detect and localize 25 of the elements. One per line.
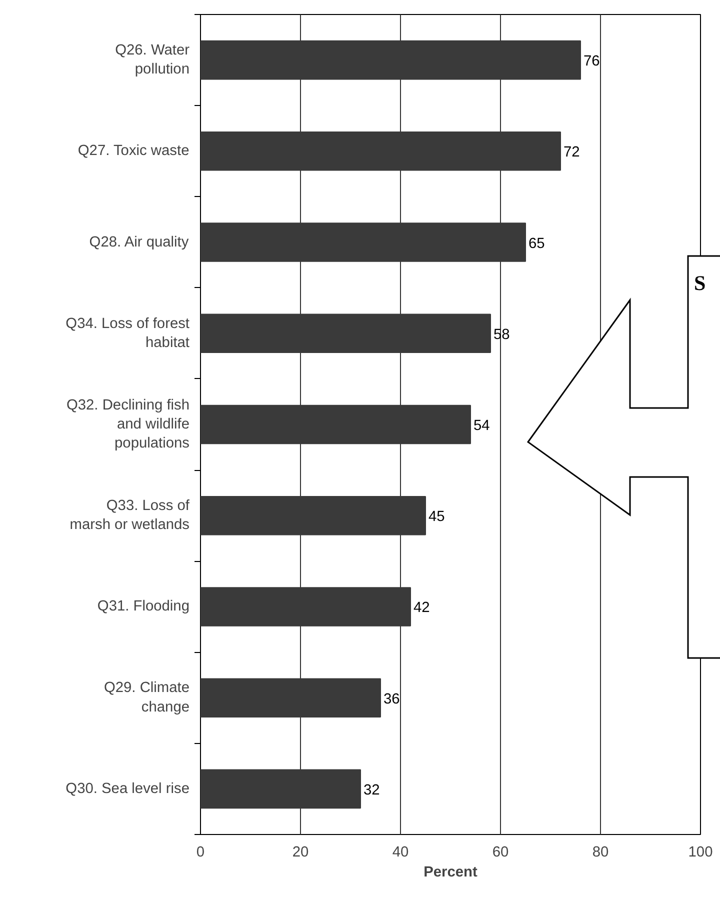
x-tick-label: 40 [392, 844, 409, 860]
data-label: 32 [364, 782, 380, 798]
y-tick-label: Q26. Water pollution [115, 42, 190, 78]
y-tick-label: Q34. Loss of forest habitat [66, 316, 190, 351]
annotation: S [694, 271, 706, 295]
y-tick-label: Q31. Flooding [97, 598, 190, 615]
data-label: 72 [564, 144, 580, 161]
x-tick-label: 60 [492, 844, 509, 860]
data-label: 76 [584, 54, 600, 70]
y-tick-label: Q33. Loss of marsh or wetlands [70, 498, 190, 534]
data-label: 36 [384, 691, 400, 708]
x-tick-label: 100 [688, 844, 713, 860]
y-tick-label: Q29. Climate change [104, 680, 190, 716]
x-tick-label: 20 [292, 844, 309, 860]
data-label: 42 [414, 600, 430, 616]
y-tick-label: Q30. Sea level rise [66, 780, 190, 797]
y-tick-label: Q27. Toxic waste [78, 143, 190, 160]
data-label: 45 [428, 509, 445, 526]
x-axis-title: Percent [424, 864, 478, 880]
data-label: 54 [474, 418, 490, 434]
data-label: 65 [528, 236, 545, 252]
x-tick-label: 0 [196, 844, 205, 860]
x-tick-label: 80 [592, 844, 609, 860]
y-tick-label: Q32. Declining fish and wildlife populations [66, 397, 190, 452]
y-tick-label: Q28. Air quality [89, 234, 190, 250]
